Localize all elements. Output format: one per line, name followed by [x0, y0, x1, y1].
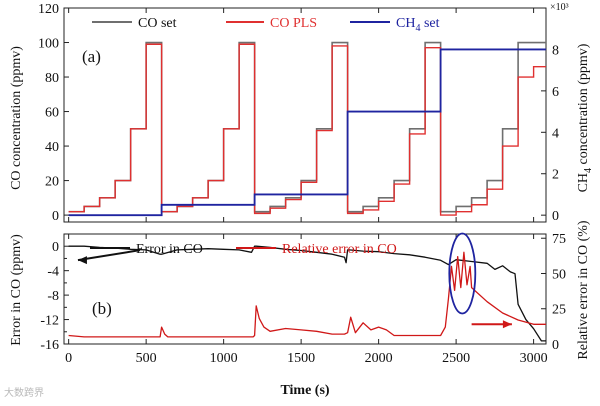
panel-a-y2-tick-label-2: 2 — [552, 168, 559, 183]
panel-a: 0 20 40 60 80 100 120 0 2 4 6 8 (a) CO concentratio… — [9, 2, 594, 224]
panel-a-y-tick-label-120: 120 — [38, 2, 59, 17]
arrow-right-head — [502, 320, 512, 329]
panel-a-y2-multiplier: ×10³ — [550, 2, 569, 13]
panel-b-x-tick-label-3000: 3000 — [520, 351, 548, 366]
panel-b-x-tick-label-1500: 1500 — [287, 351, 315, 366]
panel-a-y2-tick-label-8: 8 — [552, 43, 559, 58]
watermark: 大数跨界 — [4, 388, 44, 399]
panel-b: 0 500 1000 1500 2000 2500 3000 0 -4 -8 -12 -16 0 25 50… — [9, 220, 591, 398]
arrow-left-shaft — [77, 249, 141, 262]
panel-b-annotations — [77, 232, 512, 329]
panel-b-y2-tick-label-50: 50 — [552, 267, 566, 282]
panel-a-ticks: 0 20 40 60 80 100 120 0 2 4 6 8 — [38, 2, 559, 224]
panel-b-y-axis-label: Error in CO (ppmv) — [9, 234, 24, 346]
panel-b-legend: Error in CO Relative error in CO — [90, 242, 397, 257]
series-line-co-pls — [68, 43, 546, 216]
panel-b-x-tick-label-2000: 2000 — [365, 351, 393, 366]
legend-label-co-pls: CO PLS — [270, 16, 317, 31]
panel-b-y-tick-label--12: -12 — [40, 314, 59, 329]
panel-b-x-axis-label: Time (s) — [280, 383, 329, 398]
panel-a-frame — [63, 7, 547, 223]
panel-b-frame — [63, 233, 547, 345]
series-line-relative-error-in-co — [68, 251, 546, 338]
series-line-co-set — [68, 41, 546, 213]
panel-b-x-tick-label-2500: 2500 — [442, 351, 470, 366]
panel-b-y2-tick-label-25: 25 — [552, 303, 566, 318]
panel-b-x-tick-label-500: 500 — [136, 351, 157, 366]
panel-b-y-tick-label-0: 0 — [52, 240, 59, 255]
panel-b-y2-tick-label-0: 0 — [552, 338, 559, 353]
panel-b-label: (b) — [92, 299, 112, 318]
panel-b-y-tick-label--4: -4 — [47, 265, 59, 280]
legend-label-ch4-set: CH4 set — [396, 16, 440, 34]
panel-a-y2-tick-label-4: 4 — [552, 126, 559, 141]
panel-a-y-tick-label-0: 0 — [52, 209, 59, 224]
panel-b-x-tick-label-0: 0 — [65, 351, 72, 366]
legend-label-error-co: Error in CO — [136, 242, 203, 257]
panel-a-y2-axis-label: CH4 concentration (ppmv) — [576, 43, 594, 192]
panel-b-ticks: 0 500 1000 1500 2000 2500 3000 0 -4 -8 -12 -16 0 25 50… — [40, 232, 566, 366]
panel-b-y2-axis-label: Relative error in CO (%) — [576, 220, 591, 360]
arrow-left-head — [77, 256, 87, 265]
panel-a-legend: CO set CO PLS CH4 set — [92, 16, 440, 34]
legend-label-relative-error: Relative error in CO — [282, 242, 397, 257]
panel-a-y-tick-label-100: 100 — [38, 37, 59, 52]
panel-b-series — [68, 245, 546, 342]
panel-a-series — [68, 41, 546, 217]
panel-a-y-axis-label: CO concentration (ppmv) — [9, 46, 24, 190]
panel-b-y-tick-label--8: -8 — [47, 289, 59, 304]
series-line-ch4-set — [68, 48, 546, 217]
panel-b-y2-tick-label-75: 75 — [552, 232, 566, 247]
panel-b-x-tick-label-1000: 1000 — [210, 351, 238, 366]
panel-a-y2-tick-label-0: 0 — [552, 209, 559, 224]
legend-label-co-set: CO set — [138, 16, 177, 31]
panel-a-label: (a) — [82, 47, 101, 66]
panel-a-y-tick-label-80: 80 — [45, 71, 59, 86]
highlight-ellipse — [448, 232, 477, 315]
panel-a-y-tick-label-60: 60 — [45, 106, 59, 121]
panel-a-y2-tick-label-6: 6 — [552, 85, 559, 100]
series-line-error-in-co — [68, 245, 546, 342]
panel-b-y-tick-label--16: -16 — [40, 338, 59, 353]
panel-a-y-tick-label-20: 20 — [45, 175, 59, 190]
panel-a-y-tick-label-40: 40 — [45, 140, 59, 155]
